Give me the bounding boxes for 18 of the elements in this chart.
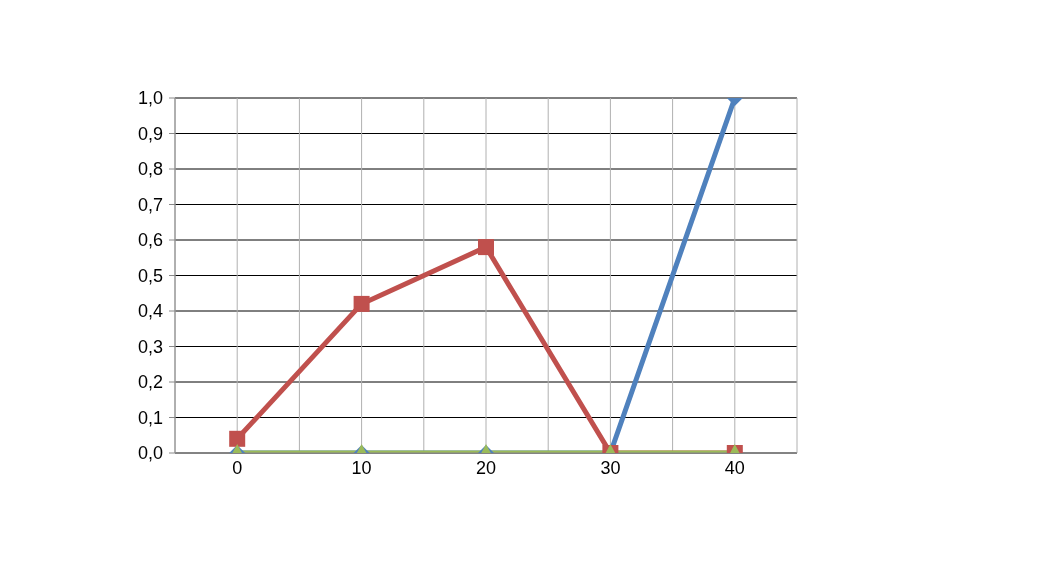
- y-tick-label: 0,6: [137, 230, 163, 251]
- point: [478, 239, 494, 256]
- y-tick-label: 0,9: [137, 123, 163, 144]
- y-tick-label: 0,2: [137, 372, 163, 393]
- y-tick-label: 0,0: [137, 443, 163, 464]
- y-tick-label: 0,8: [137, 159, 163, 180]
- y-tick-label: 0,5: [137, 265, 163, 286]
- x-tick-label: 20: [475, 457, 497, 478]
- x-tick-label: 0: [232, 457, 243, 478]
- y-tick-label: 1,0: [137, 88, 163, 109]
- x-tick-label: 40: [724, 457, 745, 478]
- point: [353, 295, 370, 312]
- y-tick-label: 0,1: [137, 407, 163, 428]
- x-tick-label: 10: [351, 457, 372, 478]
- x-tick-label: 30: [600, 457, 621, 478]
- y-tick-label: 0,4: [137, 301, 163, 322]
- y-tick-label: 0,3: [137, 336, 163, 357]
- y-tick-label: 0,7: [137, 194, 163, 215]
